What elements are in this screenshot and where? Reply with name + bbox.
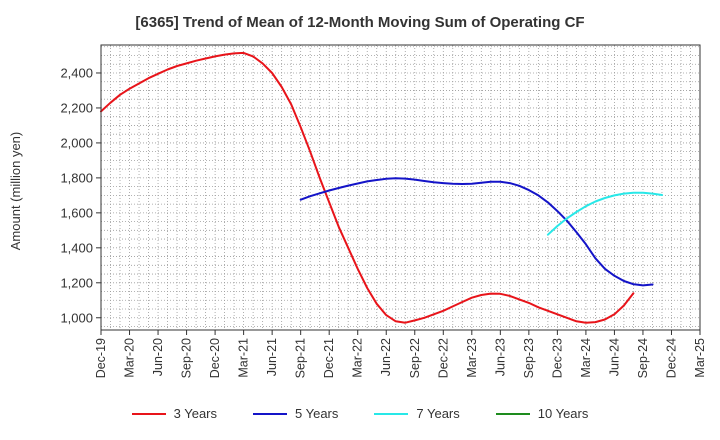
series-lines — [100, 51, 663, 324]
y-tick-label: 1,800 — [60, 170, 93, 185]
series-line-7-years — [546, 191, 663, 236]
x-tick-label: Mar-23 — [465, 338, 479, 378]
grid-lines — [101, 45, 700, 330]
chart-title: [6365] Trend of Mean of 12-Month Moving … — [135, 14, 585, 31]
x-tick-label: Mar-25 — [693, 338, 707, 378]
legend-label: 10 Years — [537, 406, 589, 421]
x-tick-label: Dec-20 — [208, 338, 222, 378]
y-tick-label: 2,000 — [60, 135, 93, 150]
legend-item-10-years: 10 Years — [495, 406, 589, 421]
y-tick-label: 1,600 — [60, 205, 93, 220]
y-tick-label: 2,400 — [60, 65, 93, 80]
legend-label: 3 Years — [173, 406, 217, 421]
x-tick-label: Jun-20 — [151, 338, 165, 376]
x-tick-label: Mar-20 — [123, 338, 137, 378]
x-tick-label: Dec-24 — [664, 338, 678, 378]
x-tick-label: Jun-24 — [607, 338, 621, 376]
legend: 3 Years 5 Years 7 Years 10 Years — [0, 406, 720, 421]
legend-swatch — [495, 412, 530, 415]
legend-swatch — [253, 412, 287, 415]
y-tick-label: 1,200 — [60, 275, 93, 290]
series-line-3-years — [100, 51, 635, 324]
plot-frame — [100, 44, 701, 331]
legend-item-3-years: 3 Years — [131, 406, 217, 421]
x-tick-label: Jun-22 — [379, 338, 393, 376]
y-tick-label: 1,400 — [60, 240, 93, 255]
x-tick-label: Sep-20 — [180, 338, 194, 378]
x-tick-label: Dec-19 — [94, 338, 108, 378]
x-tick-label: Mar-22 — [351, 338, 365, 378]
legend-label: 7 Years — [416, 406, 460, 421]
x-tick-label: Sep-23 — [522, 338, 536, 378]
y-tick-label: 2,200 — [60, 100, 93, 115]
x-tick-label: Mar-21 — [237, 338, 251, 378]
x-tick-label: Sep-21 — [294, 338, 308, 378]
axis-ticks: 1,000 1,200 1,400 1,600 1,800 2,000 2,200 2,400… — [60, 65, 707, 378]
legend-item-5-years: 5 Years — [253, 406, 338, 421]
x-tick-label: Dec-23 — [550, 338, 564, 378]
series-line-5-years — [299, 177, 654, 287]
x-tick-label: Dec-21 — [322, 338, 336, 378]
legend-item-7-years: 7 Years — [374, 406, 460, 421]
legend-label: 5 Years — [295, 406, 339, 421]
x-tick-label: Jun-21 — [265, 338, 279, 376]
x-tick-label: Dec-22 — [436, 338, 450, 378]
x-tick-label: Sep-24 — [636, 338, 650, 378]
x-tick-label: Mar-24 — [579, 338, 593, 378]
y-tick-label: 1,000 — [60, 310, 93, 325]
x-tick-label: Jun-23 — [493, 338, 507, 376]
legend-swatch — [374, 412, 409, 415]
legend-swatch — [131, 412, 166, 415]
x-tick-label: Sep-22 — [408, 338, 422, 378]
